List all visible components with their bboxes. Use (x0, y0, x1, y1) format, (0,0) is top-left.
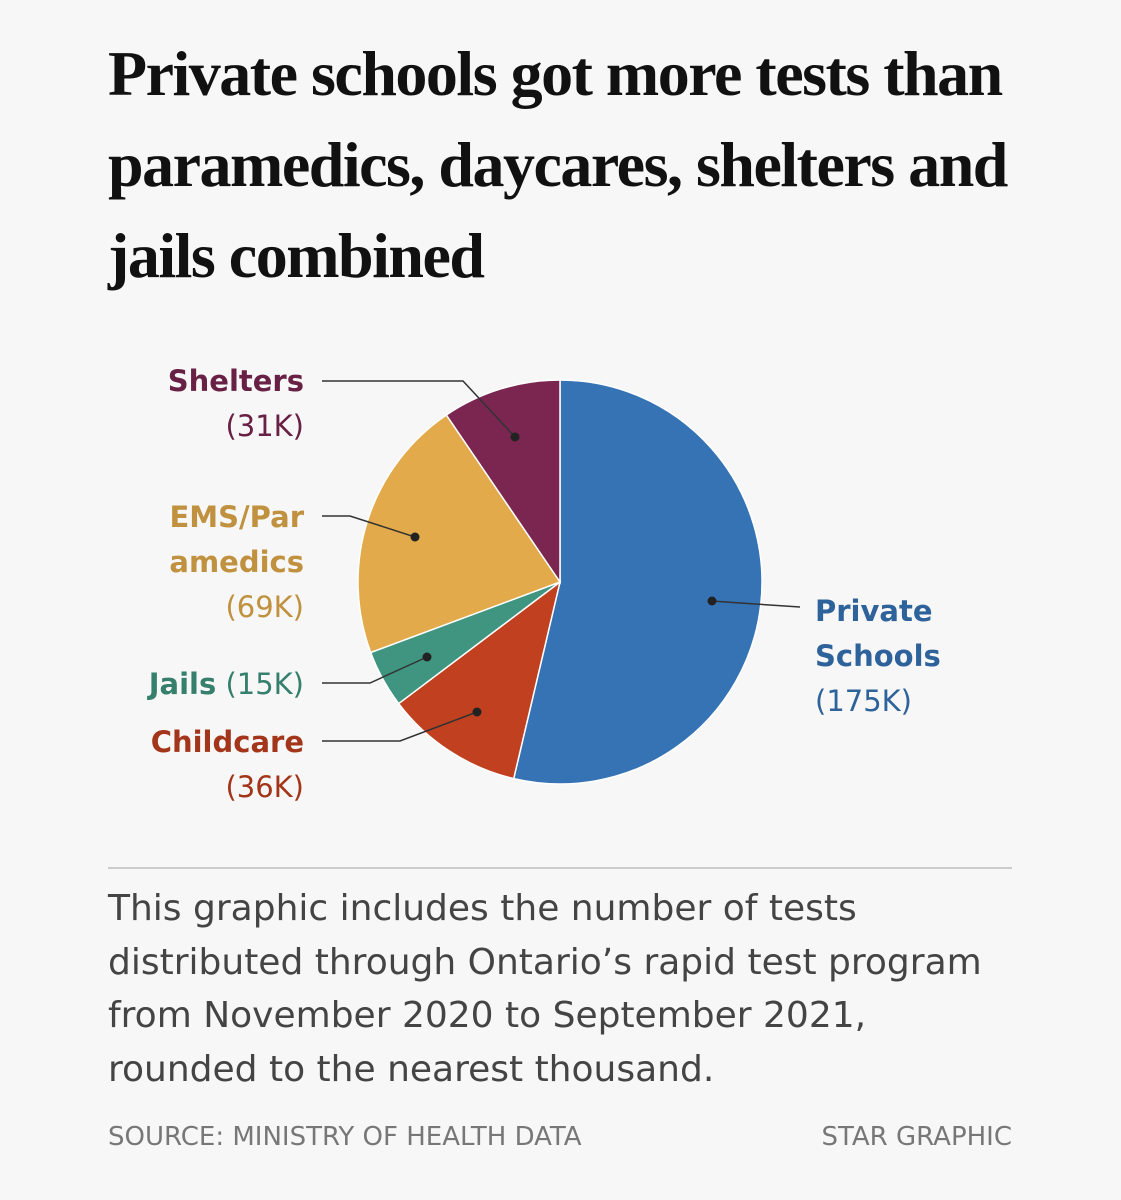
value-label: (69K) (225, 590, 304, 624)
slice-label: Shelters (31K) (64, 359, 304, 449)
slice-label: EMS/Paramedics (69K) (154, 495, 304, 630)
value-label: (15K) (225, 667, 304, 701)
leader-dot (707, 596, 717, 606)
chart-title: Private schools got more tests than para… (108, 38, 1008, 291)
value-label: (31K) (225, 409, 304, 443)
value-label: (36K) (225, 770, 304, 804)
leader-dot (410, 532, 420, 542)
note: This graphic includes the number of test… (108, 888, 982, 1090)
slice-label: Jails (15K) (44, 662, 304, 707)
leader-dot (472, 707, 482, 717)
leader-line (322, 656, 428, 684)
slice-label: Private Schools (175K) (815, 589, 985, 724)
pie-slice (357, 413, 562, 654)
leader-line (322, 515, 416, 538)
slice-label: Childcare (36K) (64, 720, 304, 810)
pie-slice (397, 580, 562, 780)
category-label: Private Schools (815, 594, 941, 673)
credit: STAR GRAPHIC (821, 1122, 1012, 1152)
leader-line (711, 600, 801, 608)
category-label: Shelters (167, 364, 304, 398)
leader-line (322, 711, 478, 742)
leader-dot (422, 652, 432, 662)
category-label: Jails (148, 667, 217, 701)
source: SOURCE: MINISTRY OF HEALTH DATA (108, 1122, 582, 1152)
chart (322, 379, 801, 785)
pie-slice (445, 379, 561, 585)
category-label: EMS/Paramedics (169, 500, 304, 579)
leader-dot (510, 432, 520, 442)
value-label: (175K) (815, 684, 912, 718)
category-label: Childcare (150, 725, 304, 759)
leader-line (322, 380, 516, 438)
divider (108, 867, 1012, 869)
pie-slice (512, 379, 763, 785)
